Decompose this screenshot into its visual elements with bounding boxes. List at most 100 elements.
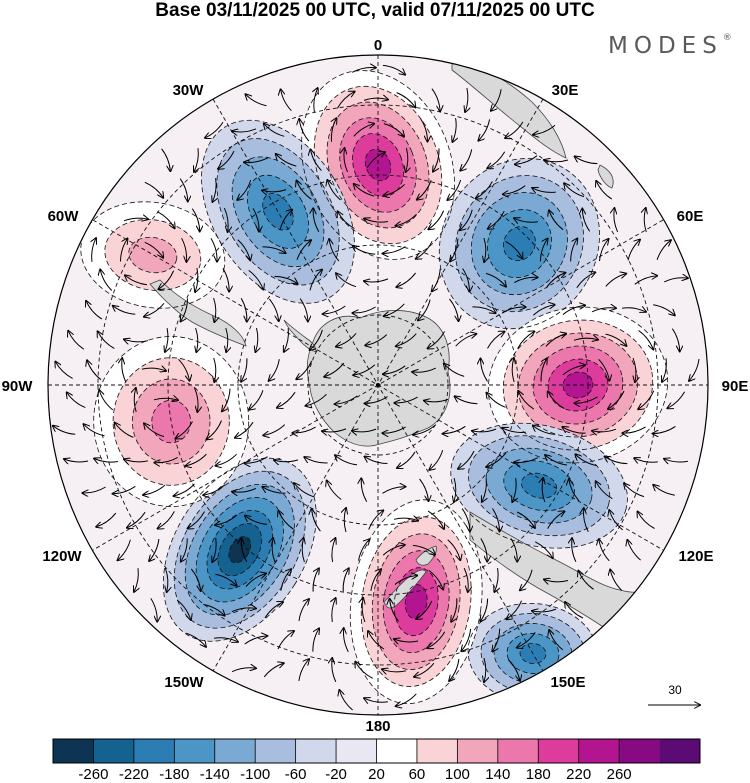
wind-vector: [460, 209, 473, 230]
wind-vector: [510, 538, 517, 561]
wind-vector: [484, 237, 486, 262]
wind-vector: [294, 483, 315, 498]
anomaly-positive-100w-contour-2: [131, 378, 211, 465]
anomaly-negative-140w-level-6: [228, 536, 251, 563]
wind-vector: [576, 272, 595, 288]
anomaly-positive-90e-contour-0: [487, 306, 669, 464]
anomaly-negative-120e-contour-4: [521, 472, 558, 499]
wind-vector: [311, 149, 322, 171]
wind-vector: [416, 240, 433, 259]
wind-vector: [176, 421, 193, 439]
lon-label-180: 180: [365, 718, 390, 735]
wind-vector: [335, 455, 358, 466]
anomaly-negative-120e-contour-0: [450, 422, 628, 549]
wind-vector: [570, 239, 578, 262]
wind-vector: [277, 631, 294, 650]
wind-vector: [656, 240, 671, 260]
wind-vector: [427, 631, 446, 648]
anomaly-negative-140w-contour-5: [217, 523, 263, 577]
wind-vector: [638, 390, 655, 409]
wind-vector: [222, 268, 229, 291]
wind-vector: [87, 360, 102, 381]
wind-vector: [218, 150, 235, 169]
wind-vector: [548, 391, 565, 410]
wind-vector: [542, 478, 545, 503]
south-america-tip: [149, 279, 247, 347]
anomaly-field: [80, 70, 668, 704]
wind-vector: [396, 213, 417, 226]
anomaly-positive-100w-level-3: [151, 400, 191, 443]
wind-vector: [447, 179, 462, 200]
wind-vector: [382, 669, 407, 672]
wind-vector: [232, 487, 257, 492]
wind-vector: [491, 89, 502, 111]
wind-vector: [216, 453, 237, 465]
wind-vector: [461, 508, 470, 532]
wind-vector: [583, 508, 589, 533]
wind-vector: [396, 693, 417, 706]
wind-vector: [215, 573, 236, 585]
colorbar-tick-label: -260: [78, 766, 108, 783]
wind-vector: [622, 426, 646, 433]
anomaly-positive-0-contour-5: [364, 148, 392, 182]
colorbar-bin-15: [659, 739, 701, 763]
anomaly-positive-170w-contour-2: [371, 533, 461, 671]
wind-vector: [549, 210, 564, 231]
wind-vector: [277, 391, 296, 408]
anomaly-negative-120e-level-4: [521, 473, 557, 499]
wind-vector: [444, 364, 465, 377]
wind-vector: [144, 302, 165, 316]
wind-vector: [503, 185, 526, 195]
wind-vector: [458, 450, 475, 469]
colorbar-tick-label: -180: [159, 766, 189, 783]
wind-vector: [487, 151, 506, 169]
wind-vector: [364, 219, 388, 223]
wind-vector: [263, 424, 286, 436]
wind-vector: [452, 118, 456, 142]
wind-vector: [540, 358, 547, 382]
wind-vector: [364, 279, 389, 282]
wind-vector: [157, 211, 174, 229]
wind-vector: [100, 270, 113, 291]
wind-vector: [191, 208, 199, 232]
wind-vector: [92, 238, 96, 262]
wind-vector: [547, 511, 565, 529]
anomaly-positive-100w: [93, 336, 249, 507]
wind-vector: [274, 275, 298, 283]
anomaly-positive-100w-contour-3: [151, 399, 191, 444]
wind-vector: [532, 188, 556, 192]
wind-vector: [194, 387, 198, 412]
wind-vector: [336, 273, 357, 288]
wind-vector: [463, 567, 468, 592]
wind-vector: [190, 568, 200, 591]
wind-vector: [512, 478, 516, 502]
wind-vector: [572, 538, 577, 563]
wind-vector: [313, 208, 320, 232]
wind-vector: [487, 332, 505, 349]
wind-vector: [605, 274, 626, 287]
colorbar-bin-14: [619, 739, 660, 763]
wind-vector: [143, 484, 166, 495]
wind-vector: [353, 124, 374, 137]
wind-vector: [534, 541, 553, 558]
wind-vector: [99, 390, 114, 411]
wind-vector: [94, 459, 118, 463]
wind-vector: [362, 598, 365, 623]
wind-vector: [343, 628, 349, 653]
anomaly-negative-45e-level-4: [503, 226, 536, 261]
wind-vector: [363, 98, 388, 100]
wind-vector: [486, 452, 507, 467]
wind-vector: [231, 668, 256, 673]
colorbar-tick-label: -220: [119, 766, 149, 783]
wind-vector: [309, 270, 322, 291]
wind-vector: [344, 148, 348, 173]
anomaly-positive-90e: [488, 307, 668, 463]
wind-vector: [212, 538, 216, 562]
wind-vector: [485, 272, 506, 286]
wind-vector: [532, 609, 557, 612]
wind-vector: [634, 458, 658, 462]
wind-vector: [433, 148, 440, 171]
wind-vector: [608, 390, 625, 409]
wind-vector: [633, 357, 636, 382]
wind-vector: [515, 155, 538, 165]
